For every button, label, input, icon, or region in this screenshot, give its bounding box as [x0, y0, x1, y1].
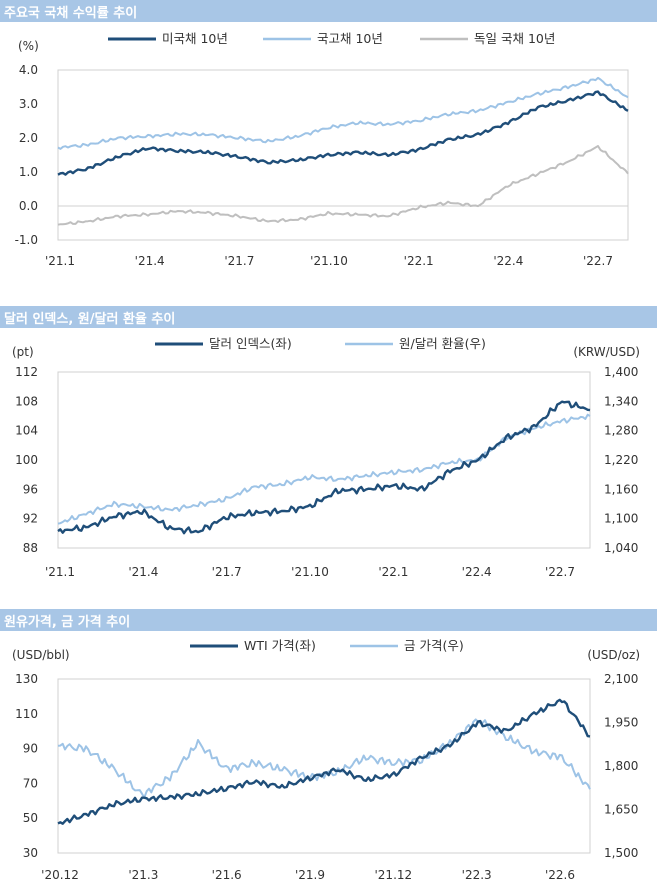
y-tick-label: 3.0 [19, 97, 38, 111]
legend-label: 금 가격(우) [404, 638, 464, 653]
series-line [57, 718, 591, 799]
y-axis-right-unit-label: (KRW/USD) [573, 345, 640, 359]
x-tick-label: '21.12 [375, 868, 413, 882]
x-tick-label: '22.4 [462, 565, 492, 579]
x-tick-label: '21.1 [45, 254, 75, 268]
y-right-tick-label: 1,500 [604, 846, 638, 860]
x-tick-label: '22.7 [583, 254, 613, 268]
series-line [57, 400, 591, 535]
x-tick-label: '22.3 [462, 868, 492, 882]
panel-title: 원유가격, 금 가격 추이 [4, 615, 131, 630]
y-right-tick-label: 1,100 [604, 512, 638, 526]
y-right-tick-label: 1,400 [604, 365, 638, 379]
y-axis-unit-label: (pt) [12, 345, 34, 359]
y-tick-label: 2.0 [19, 131, 38, 145]
x-tick-label: '22.1 [404, 254, 434, 268]
y-right-tick-label: 2,100 [604, 672, 638, 686]
y-right-tick-label: 1,160 [604, 482, 638, 496]
plot-frame [57, 678, 591, 854]
y-tick-label: 70 [23, 776, 38, 790]
x-tick-label: '21.3 [128, 868, 158, 882]
dollar-index-chart: (pt) (KRW/USD) 112 108 104 100 96 92 88 1,400 1,34… [12, 336, 640, 579]
legend-label: 국고채 10년 [317, 31, 383, 46]
y-tick-label: -1.0 [15, 233, 38, 247]
panel-dollar-index: 달러 인덱스, 원/달러 환율 추이 (pt) (KRW/USD) 112 108 10… [0, 306, 657, 596]
y-right-tick-label: 1,040 [604, 541, 638, 555]
y-axis-right-unit-label: (USD/oz) [587, 648, 640, 662]
y-right-tick-label: 1,800 [604, 759, 638, 773]
bond-yield-chart: (%) 4.0 3.0 2.0 1.0 0.0 -1.0 '21.1 '21.4 '21.7 '21… [15, 31, 629, 268]
y-tick-label: 110 [15, 707, 38, 721]
series-line [57, 413, 591, 525]
legend-label: WTI 가격(좌) [244, 638, 316, 653]
y-tick-label: 88 [23, 541, 38, 555]
x-tick-label: '21.7 [224, 254, 254, 268]
x-tick-label: '22.1 [378, 565, 408, 579]
panel-header [0, 609, 657, 631]
x-tick-label: '21.10 [310, 254, 348, 268]
panel-header [0, 0, 657, 22]
series-line [57, 698, 591, 825]
oil-gold-chart: (USD/bbl) (USD/oz) 130 110 90 70 50 30 2,100 1,95… [12, 638, 640, 882]
x-tick-label: '21.9 [295, 868, 325, 882]
x-tick-label: '21.1 [45, 565, 75, 579]
y-tick-label: 0.0 [19, 199, 38, 213]
y-right-tick-label: 1,220 [604, 453, 638, 467]
series-line [57, 145, 629, 226]
legend-label: 미국채 10년 [162, 31, 228, 46]
x-tick-label: '21.6 [212, 868, 242, 882]
y-right-tick-label: 1,340 [604, 394, 638, 408]
y-tick-label: 30 [23, 846, 38, 860]
plot-frame [57, 371, 591, 549]
y-right-tick-label: 1,650 [604, 803, 638, 817]
y-tick-label: 1.0 [19, 165, 38, 179]
x-tick-label: '20.12 [41, 868, 79, 882]
x-tick-label: '22.6 [545, 868, 575, 882]
y-tick-label: 108 [15, 394, 38, 408]
panel-bond-yields: 주요국 국채 수익률 추이 (%) 4.0 3.0 2.0 1.0 0.0 -1.0 '21.… [0, 0, 657, 300]
legend-label: 원/달러 환율(우) [399, 336, 486, 351]
panel-oil-gold: 원유가격, 금 가격 추이 (USD/bbl) (USD/oz) 130 110 90 7… [0, 609, 657, 894]
series-line [57, 76, 629, 150]
legend-label: 달러 인덱스(좌) [209, 336, 292, 351]
y-tick-label: 4.0 [19, 63, 38, 77]
y-right-tick-label: 1,950 [604, 716, 638, 730]
x-tick-label: '21.10 [291, 565, 329, 579]
panel-title: 주요국 국채 수익률 추이 [4, 6, 138, 21]
x-tick-label: '21.7 [212, 565, 242, 579]
y-tick-label: 92 [23, 512, 38, 526]
y-tick-label: 96 [23, 482, 38, 496]
y-tick-label: 112 [15, 365, 38, 379]
x-tick-label: '21.4 [128, 565, 158, 579]
y-axis-unit-label: (%) [18, 39, 39, 53]
series-line [57, 90, 629, 176]
y-right-tick-label: 1,280 [604, 424, 638, 438]
y-axis-unit-label: (USD/bbl) [12, 648, 70, 662]
plot-frame [57, 69, 629, 241]
legend-label: 독일 국채 10년 [474, 31, 555, 46]
y-tick-label: 130 [15, 672, 38, 686]
x-tick-label: '22.7 [545, 565, 575, 579]
y-tick-label: 104 [15, 424, 38, 438]
x-tick-label: '22.4 [493, 254, 523, 268]
x-tick-label: '21.4 [135, 254, 165, 268]
panel-title: 달러 인덱스, 원/달러 환율 추이 [4, 312, 176, 327]
y-tick-label: 90 [23, 742, 38, 756]
y-tick-label: 50 [23, 811, 38, 825]
y-tick-label: 100 [15, 453, 38, 467]
panel-header [0, 306, 657, 328]
